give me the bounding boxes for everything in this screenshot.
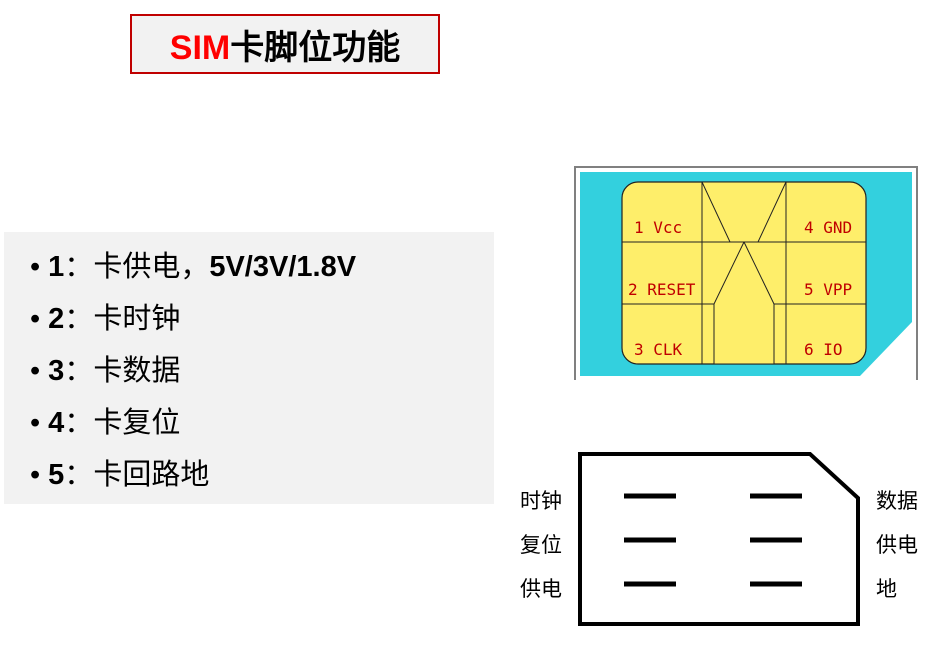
bullet: •: [30, 459, 40, 491]
item-text: 卡复位: [93, 407, 180, 439]
bullet: •: [30, 355, 40, 387]
item-num: 1: [48, 251, 64, 283]
bullet: •: [30, 303, 40, 335]
list-item: •3：卡数据: [4, 342, 494, 394]
item-num: 2: [48, 303, 64, 335]
pin-4-label: 4 GND: [804, 218, 852, 237]
bullet: •: [30, 251, 40, 283]
schematic-right-label-1: 供电: [876, 529, 918, 559]
item-num: 4: [48, 407, 64, 439]
item-text: 卡供电，: [93, 251, 209, 283]
list-item: •5：卡回路地: [4, 446, 494, 498]
item-text: 卡回路地: [93, 459, 209, 491]
bullet: •: [30, 407, 40, 439]
pin-6-label: 6 IO: [804, 340, 843, 359]
pin-2-label: 2 RESET: [628, 280, 695, 299]
pin-5-label: 5 VPP: [804, 280, 852, 299]
title-black-part: 卡脚位功能: [230, 29, 400, 67]
item-text: 卡数据: [93, 355, 180, 387]
item-num: 3: [48, 355, 64, 387]
list-item: •2：卡时钟: [4, 290, 494, 342]
schematic-right-label-0: 数据: [876, 485, 918, 515]
pin-3-label: 3 CLK: [634, 340, 682, 359]
page-title-box: SIM卡脚位功能: [130, 14, 440, 74]
list-item: •4：卡复位: [4, 394, 494, 446]
title-red-part: SIM: [170, 29, 230, 67]
list-item: •1：卡供电，5V/3V/1.8V: [4, 238, 494, 290]
schematic-left-label-1: 复位: [520, 529, 562, 559]
item-text: 卡时钟: [93, 303, 180, 335]
schematic-left-label-0: 时钟: [520, 485, 562, 515]
sim-card-diagram: [574, 166, 918, 382]
schematic-left-label-2: 供电: [520, 573, 562, 603]
function-list: •1：卡供电，5V/3V/1.8V •2：卡时钟 •3：卡数据 •4：卡复位 •…: [4, 232, 494, 504]
schematic-right-label-2: 地: [876, 573, 897, 603]
item-num: 5: [48, 459, 64, 491]
pin-1-label: 1 Vcc: [634, 218, 682, 237]
schematic-diagram: [576, 450, 866, 630]
item-extra: 5V/3V/1.8V: [209, 251, 356, 283]
